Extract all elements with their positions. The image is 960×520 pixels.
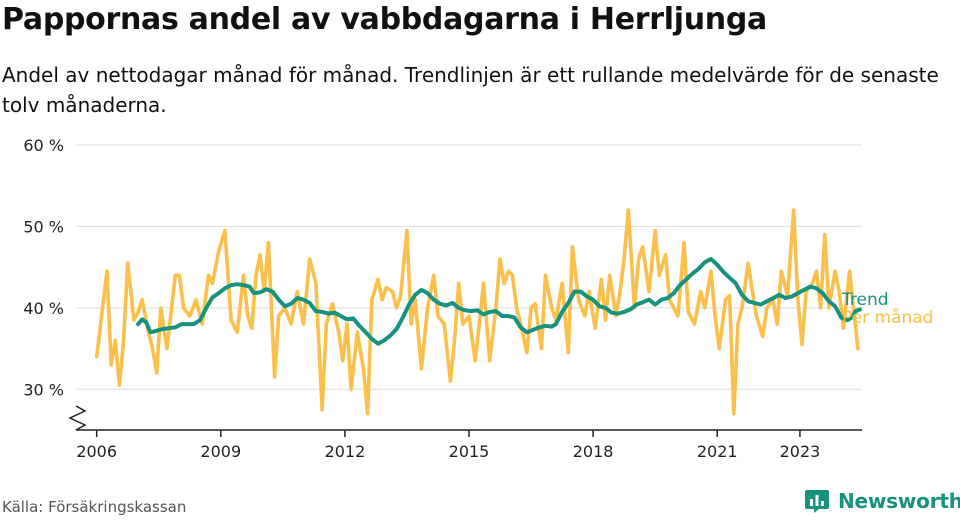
x-tick-label: 2015 [449,442,490,461]
chart-subtitle: Andel av nettodagar månad för månad. Tre… [2,63,939,117]
chart-title: Pappornas andel av vabbdagarna i Herrlju… [2,2,767,37]
series-label-trend: Trend [841,290,889,310]
x-tick-label: 2009 [200,442,241,461]
series-line-monthly [94,208,860,416]
x-tick-label: 2012 [325,442,366,461]
y-tick-label: 40 % [23,299,64,318]
x-tick-labels: 2006 2009 2012 2015 2018 2021 2023 [76,430,820,461]
x-tick-label: 2023 [780,442,821,461]
y-tick-label: 50 % [23,217,64,236]
x-axis [68,405,862,431]
series-lines [94,208,862,416]
x-tick-label: 2006 [76,442,117,461]
series-line-trend [136,257,862,346]
x-tick-label: 2021 [697,442,738,461]
brand-name: Newsworthy [838,489,960,513]
x-tick-label: 2018 [573,442,614,461]
source-note: Källa: Försäkringskassan [2,498,187,516]
newsworthy-logo: Newsworthy [804,488,960,514]
axis-break-symbol [68,405,87,431]
newsworthy-logo-icon [805,490,829,513]
y-tick-labels: 30 % 40 % 50 % 60 % [23,136,64,399]
series-label-monthly: Per månad [842,307,933,328]
grid-lines [76,144,862,390]
y-tick-label: 30 % [23,380,64,399]
line-chart: 30 % 40 % 50 % 60 % 2006 2009 2012 2015 2018 202… [23,136,933,461]
y-tick-label: 60 % [23,136,64,155]
